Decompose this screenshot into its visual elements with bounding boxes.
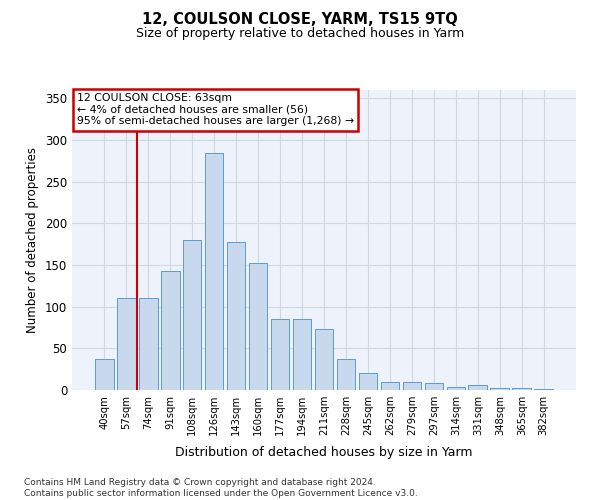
Bar: [227, 242, 245, 390]
Bar: [425, 382, 443, 390]
Bar: [469, 385, 487, 390]
Bar: [446, 386, 465, 390]
Text: 12, COULSON CLOSE, YARM, TS15 9TQ: 12, COULSON CLOSE, YARM, TS15 9TQ: [142, 12, 458, 28]
Y-axis label: Number of detached properties: Number of detached properties: [26, 147, 40, 333]
Bar: [95, 359, 113, 390]
Bar: [380, 382, 399, 390]
Bar: [271, 319, 289, 390]
X-axis label: Distribution of detached houses by size in Yarm: Distribution of detached houses by size …: [175, 446, 473, 460]
Text: 12 COULSON CLOSE: 63sqm
← 4% of detached houses are smaller (56)
95% of semi-det: 12 COULSON CLOSE: 63sqm ← 4% of detached…: [77, 93, 354, 126]
Bar: [117, 298, 136, 390]
Bar: [359, 374, 377, 390]
Bar: [293, 319, 311, 390]
Bar: [512, 388, 531, 390]
Bar: [205, 152, 223, 390]
Bar: [314, 329, 334, 390]
Bar: [249, 264, 268, 390]
Bar: [139, 298, 158, 390]
Bar: [161, 271, 179, 390]
Bar: [535, 389, 553, 390]
Text: Contains HM Land Registry data © Crown copyright and database right 2024.
Contai: Contains HM Land Registry data © Crown c…: [24, 478, 418, 498]
Bar: [337, 359, 355, 390]
Bar: [403, 382, 421, 390]
Bar: [490, 388, 509, 390]
Bar: [183, 240, 202, 390]
Text: Size of property relative to detached houses in Yarm: Size of property relative to detached ho…: [136, 28, 464, 40]
